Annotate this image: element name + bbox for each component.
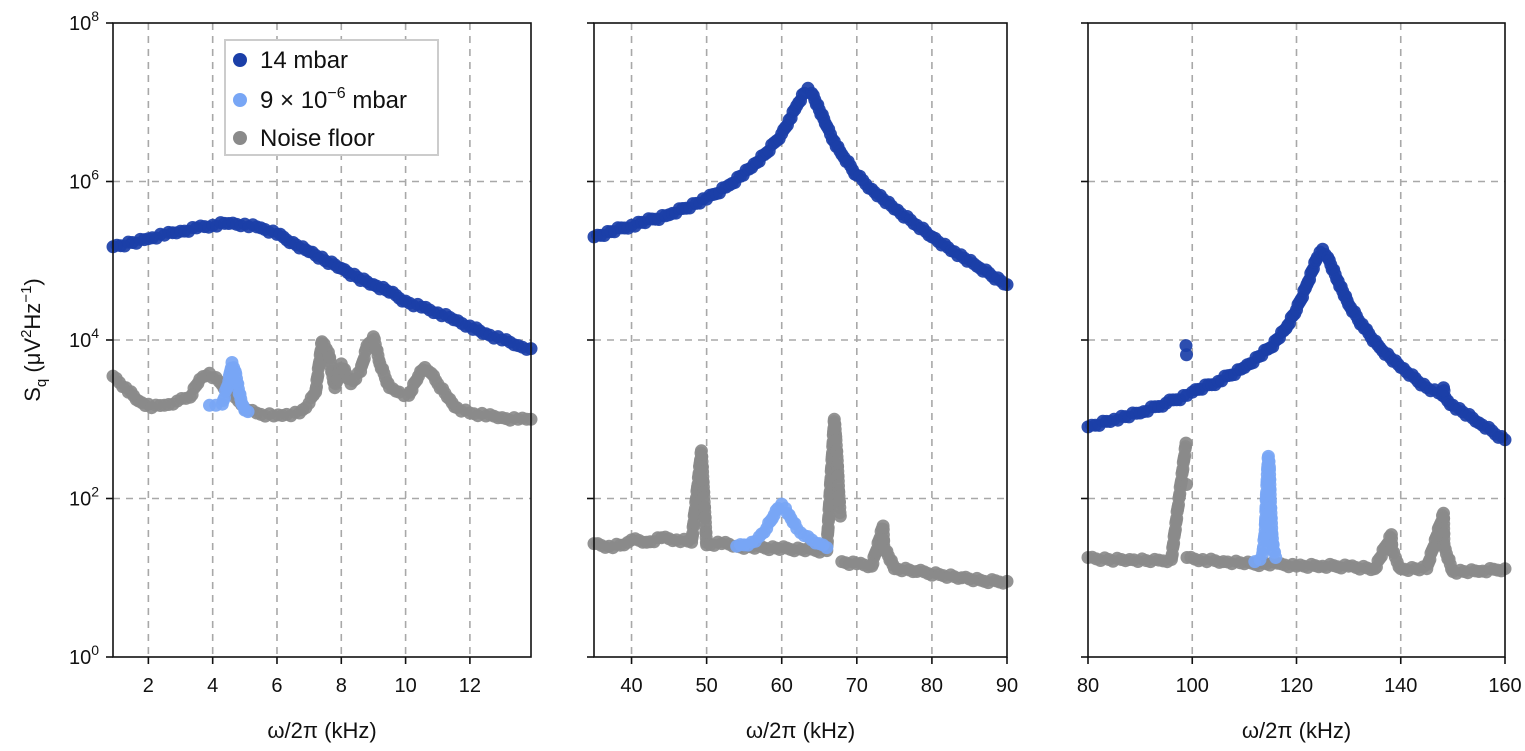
legend-vacuum-sup: −6 — [327, 85, 345, 102]
series-right-2 — [1179, 339, 1451, 398]
xtick-label-right-2: 120 — [1280, 675, 1313, 697]
ylabel-sup2: −1 — [18, 286, 35, 303]
panel-middle: 40 50 60 70 80 90 ω/2π (kHz) — [587, 22, 1018, 743]
ylabel-end: ) — [20, 278, 45, 285]
legend-vacuum-base: 9 × 10 — [260, 87, 327, 114]
legend-label-vacuum: 9 × 10−6 mbar — [260, 85, 407, 114]
series-middle-2 — [730, 497, 834, 555]
legend-box — [224, 39, 439, 156]
x-axis-label-middle: ω/2π (kHz) — [746, 718, 855, 743]
xtick-label-middle-1: 50 — [696, 675, 718, 697]
xtick-label-left-5: 12 — [459, 675, 481, 697]
ylabel-sub: q — [33, 379, 50, 387]
point-right-3-56 — [1269, 551, 1283, 564]
point-left-2-27 — [241, 405, 255, 419]
ytick-label-2: 104 — [69, 325, 99, 352]
xtick-label-left-2: 6 — [271, 675, 282, 697]
series-middle-0 — [587, 412, 1014, 590]
point-right-2-3 — [1437, 384, 1451, 398]
point-right-0-53 — [1179, 436, 1193, 450]
legend-label-14mbar: 14 mbar — [260, 47, 348, 74]
series-left-2 — [203, 356, 255, 419]
ytick-label-base-2: 10 — [69, 330, 91, 352]
legend-vacuum-tail: mbar — [346, 87, 407, 114]
xtick-label-right-0: 80 — [1077, 675, 1099, 697]
series-right-3 — [1248, 449, 1283, 569]
ytick-label-exp-4: 8 — [91, 8, 99, 24]
legend-label-noise: Noise floor — [260, 125, 375, 152]
xtick-label-middle-4: 80 — [921, 675, 943, 697]
ytick-label-4: 108 — [69, 8, 99, 35]
series-left-1 — [106, 216, 538, 356]
xtick-label-middle-0: 40 — [620, 675, 642, 697]
ytick-label-exp-1: 2 — [91, 484, 99, 500]
x-axis-label-left: ω/2π (kHz) — [267, 718, 376, 743]
xtick-label-right-4: 160 — [1488, 675, 1521, 697]
xtick-label-middle-3: 70 — [846, 675, 868, 697]
legend-marker-noise — [233, 131, 247, 145]
ytick-label-base-4: 10 — [69, 13, 91, 35]
point-right-0-54 — [1180, 478, 1193, 491]
ytick-label-base-0: 10 — [69, 647, 91, 669]
series-middle-1 — [587, 81, 1014, 292]
xtick-label-left-0: 2 — [143, 675, 154, 697]
panels: 2 4 6 8 10 12 ω/2π (kHz) 40 50 60 70 80 90 ω/2π (kHz)… — [106, 22, 1522, 743]
legend-noise-text: Noise floor — [260, 125, 375, 152]
series-left-0 — [106, 330, 538, 427]
series-right-0 — [1081, 436, 1512, 580]
point-middle-2-31 — [820, 541, 834, 555]
point-right-2-0 — [1179, 339, 1193, 353]
xtick-label-middle-5: 90 — [996, 675, 1018, 697]
xtick-label-middle-2: 60 — [771, 675, 793, 697]
ytick-label-exp-0: 0 — [91, 642, 99, 658]
ylabel-sup1: 2 — [18, 330, 35, 338]
ytick-label-3: 106 — [69, 167, 99, 194]
series-right-1 — [1081, 242, 1512, 447]
legend: 14 mbar 9 × 10−6 mbar Noise floor — [224, 39, 439, 156]
ytick-label-exp-2: 4 — [91, 325, 99, 341]
point-middle-0-174 — [833, 509, 847, 523]
xtick-label-right-1: 100 — [1176, 675, 1209, 697]
panel-right: 80 100 120 140 160 ω/2π (kHz) — [1077, 22, 1522, 743]
legend-marker-vacuum — [233, 93, 247, 107]
ytick-label-exp-3: 6 — [91, 167, 99, 183]
xtick-label-left-1: 4 — [207, 675, 218, 697]
legend-marker-14mbar — [233, 53, 247, 67]
ytick-label-base-1: 10 — [69, 489, 91, 511]
y-axis-label: Sq (μV2Hz−1) — [18, 278, 50, 402]
xtick-label-right-3: 140 — [1384, 675, 1417, 697]
panel-left: 2 4 6 8 10 12 ω/2π (kHz) — [106, 22, 538, 743]
x-axis-label-right: ω/2π (kHz) — [1242, 718, 1351, 743]
ylabel-base: S — [20, 387, 45, 402]
ytick-label-1: 102 — [69, 484, 99, 511]
legend-14mbar-text: 14 mbar — [260, 47, 348, 74]
ylabel-mid: (μV — [20, 338, 45, 379]
xtick-label-left-3: 8 — [336, 675, 347, 697]
xtick-label-left-4: 10 — [394, 675, 416, 697]
ytick-label-0: 100 — [69, 642, 99, 669]
ylabel-mid2: Hz — [20, 303, 45, 330]
ytick-label-base-3: 10 — [69, 172, 91, 194]
point-right-2-1 — [1180, 348, 1193, 362]
